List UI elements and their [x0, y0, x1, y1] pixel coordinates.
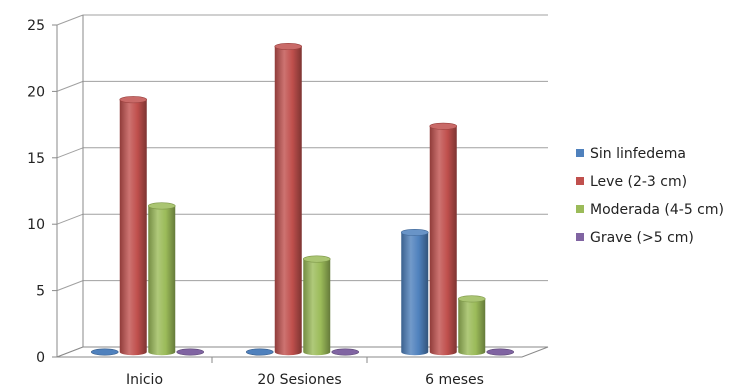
- axis-layer: [52, 15, 549, 363]
- bar: [119, 96, 148, 356]
- legend-swatch: [576, 149, 584, 157]
- bar-top: [429, 122, 458, 130]
- bar: [457, 295, 486, 356]
- bar: [245, 348, 274, 356]
- bar-top: [302, 255, 331, 263]
- gridline-side: [56, 80, 84, 92]
- legend-item: Moderada (4-5 cm): [576, 202, 724, 218]
- legend-item: Grave (>5 cm): [576, 230, 694, 246]
- legend-item: Leve (2-3 cm): [576, 174, 687, 190]
- gridline-side: [56, 14, 84, 26]
- bar: [90, 348, 119, 356]
- bar-top: [119, 96, 148, 104]
- y-tick-label: 10: [27, 217, 45, 233]
- bar: [302, 255, 331, 356]
- bar-body: [274, 46, 302, 356]
- bar-base-zero: [90, 348, 119, 356]
- bars-layer: [90, 43, 515, 356]
- bar: [274, 43, 303, 356]
- gridline-side: [56, 213, 84, 225]
- legend-label: Leve (2-3 cm): [590, 174, 687, 190]
- bar: [429, 122, 458, 356]
- bar-body: [458, 298, 486, 356]
- bar-body: [401, 232, 429, 356]
- bar-base-zero: [176, 348, 205, 356]
- y-tick-label: 20: [27, 84, 45, 100]
- legend-label: Sin linfedema: [590, 146, 686, 162]
- y-tick-label: 0: [36, 350, 45, 366]
- y-tick-label: 25: [27, 18, 45, 34]
- legend-label: Grave (>5 cm): [590, 230, 694, 246]
- gridline-side: [56, 147, 84, 159]
- bar: [331, 348, 360, 356]
- bar-body: [148, 205, 176, 356]
- bar-base-zero: [486, 348, 515, 356]
- legend-label: Moderada (4-5 cm): [590, 202, 724, 218]
- legend-swatch: [576, 205, 584, 213]
- bar: [400, 228, 429, 356]
- bar: [486, 348, 515, 356]
- legend-swatch: [576, 233, 584, 241]
- bar-top: [457, 295, 486, 303]
- y-tick-label: 15: [27, 151, 45, 167]
- bar-base-zero: [331, 348, 360, 356]
- bar-top: [147, 202, 176, 210]
- gridline-side: [56, 280, 84, 292]
- bar-base-zero: [245, 348, 274, 356]
- bar-body: [119, 99, 147, 356]
- bar: [147, 202, 176, 356]
- bar-body: [429, 126, 457, 356]
- x-category-label: 6 meses: [425, 372, 484, 388]
- label-layer: 0 5 10 15 20 25 Inicio 20 Sesiones 6 meses: [27, 18, 484, 388]
- bar: [176, 348, 205, 356]
- x-category-label: 20 Sesiones: [257, 372, 341, 388]
- bar-body: [303, 259, 331, 356]
- bar-top: [400, 228, 429, 236]
- legend-item: Sin linfedema: [576, 146, 686, 162]
- y-tick-label: 5: [36, 284, 45, 300]
- bar-top: [274, 43, 303, 51]
- x-category-label: Inicio: [126, 372, 163, 388]
- legend-swatch: [576, 177, 584, 185]
- legend: Sin linfedema Leve (2-3 cm) Moderada (4-5 …: [576, 146, 724, 246]
